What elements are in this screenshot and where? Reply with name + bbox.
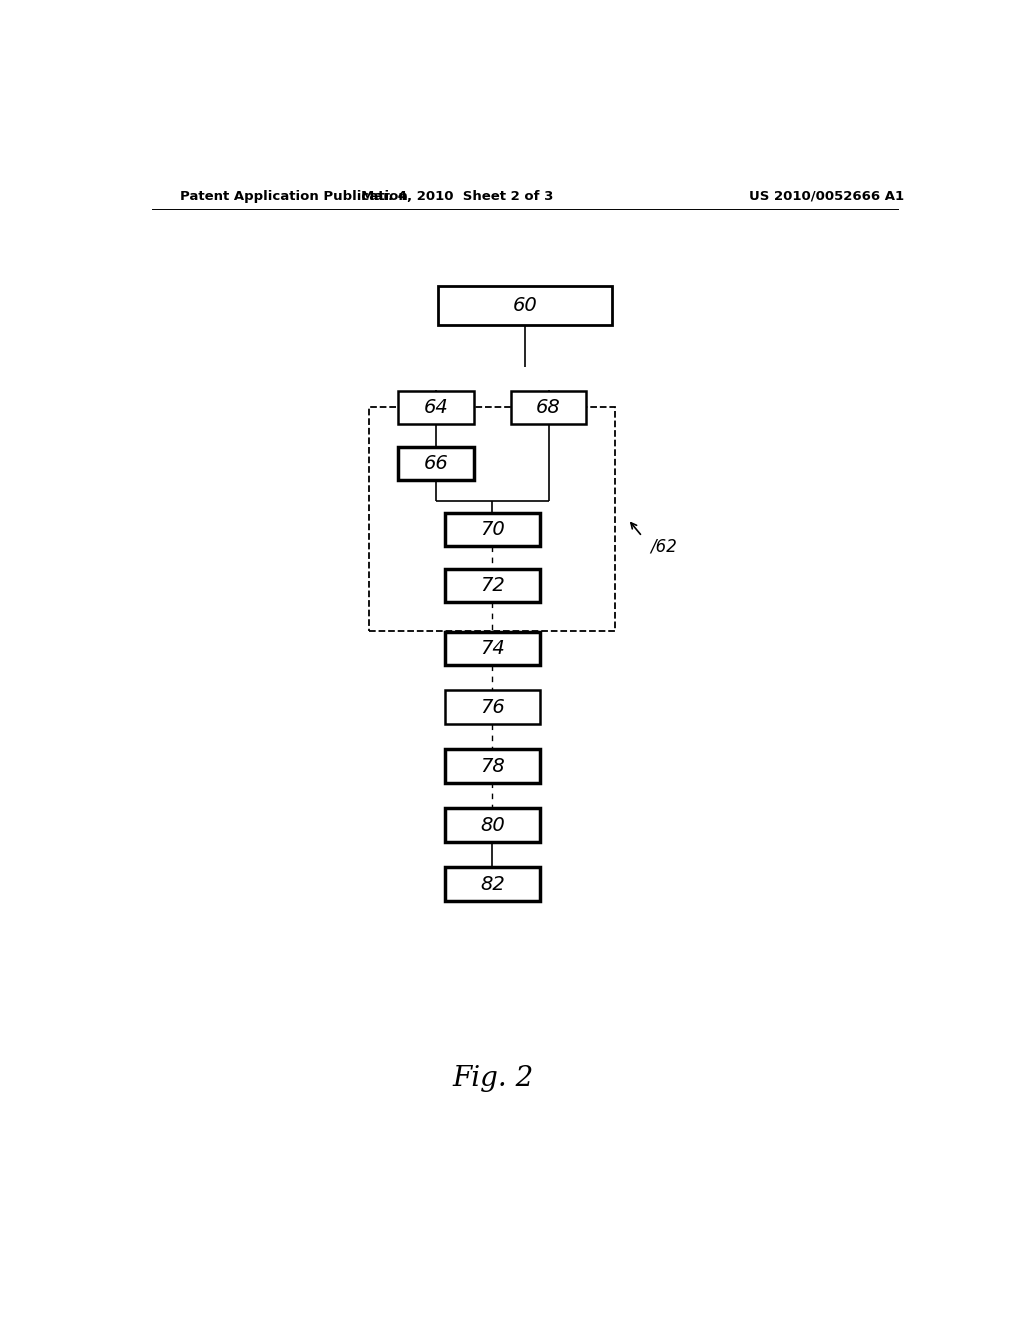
Text: 80: 80 — [480, 816, 505, 834]
Text: 66: 66 — [424, 454, 449, 473]
Text: 68: 68 — [537, 397, 561, 417]
Bar — [398, 446, 474, 480]
Bar — [511, 391, 587, 424]
Bar — [398, 391, 474, 424]
Bar — [370, 408, 615, 631]
Text: 72: 72 — [480, 576, 505, 595]
Text: /62: /62 — [650, 537, 677, 556]
Text: 70: 70 — [480, 520, 505, 539]
Text: Mar. 4, 2010  Sheet 2 of 3: Mar. 4, 2010 Sheet 2 of 3 — [361, 190, 554, 202]
Text: 60: 60 — [512, 296, 538, 315]
Bar — [437, 286, 612, 325]
Bar — [444, 690, 540, 725]
Bar — [444, 631, 540, 665]
Text: 78: 78 — [480, 756, 505, 776]
Text: Fig. 2: Fig. 2 — [453, 1065, 534, 1092]
Bar — [444, 750, 540, 783]
Bar — [444, 867, 540, 900]
Text: US 2010/0052666 A1: US 2010/0052666 A1 — [749, 190, 904, 202]
Bar — [444, 512, 540, 546]
Bar — [444, 569, 540, 602]
Text: Patent Application Publication: Patent Application Publication — [179, 190, 408, 202]
Text: 76: 76 — [480, 698, 505, 717]
Bar — [444, 808, 540, 842]
Text: 64: 64 — [424, 397, 449, 417]
Text: 82: 82 — [480, 875, 505, 894]
Text: 74: 74 — [480, 639, 505, 657]
